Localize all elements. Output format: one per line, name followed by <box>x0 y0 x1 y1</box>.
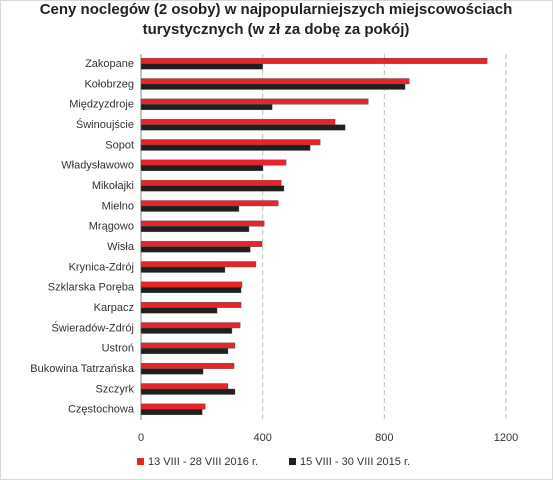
y-tick-label: Ustroń <box>102 343 134 355</box>
bar <box>140 220 265 227</box>
bar <box>140 281 243 288</box>
bar <box>140 104 273 111</box>
chart-title: Ceny noclegów (2 osoby) w najpopularniej… <box>40 1 513 18</box>
x-tick-label: 0 <box>138 432 144 444</box>
y-tick-label: Kołobrzeg <box>84 78 134 90</box>
bar <box>140 383 229 390</box>
y-tick-label: Świeradów-Zdrój <box>51 321 134 334</box>
bar <box>140 327 233 334</box>
bar <box>140 307 218 314</box>
bar <box>140 205 240 212</box>
legend-swatch <box>289 458 296 465</box>
bar <box>140 98 369 105</box>
y-tick-label: Mrągowo <box>89 221 134 233</box>
y-tick-label: Mielno <box>102 200 134 212</box>
y-tick-label: Wisła <box>107 241 135 253</box>
bar <box>140 118 336 125</box>
bar <box>140 403 206 410</box>
y-tick-label: Międzyzdroje <box>69 99 134 111</box>
bar <box>140 159 287 166</box>
y-tick-label: Szczyrk <box>96 383 135 395</box>
bar <box>140 179 282 186</box>
y-tick-label: Szklarska Poręba <box>48 282 135 294</box>
bar <box>140 388 236 395</box>
y-tick-label: Zakopane <box>85 58 134 70</box>
y-tick-label: Krynica-Zdrój <box>69 261 134 273</box>
bar <box>140 246 251 253</box>
bar <box>140 240 263 247</box>
legend-label: 15 VIII - 30 VIII 2015 r. <box>300 456 410 468</box>
x-tick-label: 800 <box>375 432 393 444</box>
bar <box>140 348 229 355</box>
bar <box>140 139 321 146</box>
bar <box>140 78 410 85</box>
bar <box>140 409 203 416</box>
legend-label: 13 VIII - 28 VIII 2016 r. <box>148 456 258 468</box>
legend-swatch <box>137 458 144 465</box>
y-tick-label: Władysławowo <box>61 160 134 172</box>
x-tick-label: 400 <box>253 432 271 444</box>
bar <box>140 144 311 151</box>
bar <box>140 266 226 273</box>
bar <box>140 165 264 172</box>
bar <box>140 200 279 207</box>
bar <box>140 301 242 308</box>
y-tick-label: Sopot <box>105 139 134 151</box>
bar <box>140 362 235 369</box>
bar <box>140 226 250 233</box>
bar <box>140 287 242 294</box>
bar <box>140 322 241 329</box>
y-tick-label: Karpacz <box>94 302 134 314</box>
x-tick-label: 1200 <box>494 432 518 444</box>
bar <box>140 63 263 70</box>
y-tick-label: Bukowina Tatrzańska <box>30 363 135 375</box>
bar <box>140 57 488 64</box>
y-tick-label: Mikołajki <box>92 180 134 192</box>
bar <box>140 185 285 192</box>
y-tick-label: Częstochowa <box>68 404 135 416</box>
chart-title: turystycznych (w zł za dobę za pokój) <box>143 21 410 38</box>
bar <box>140 368 204 375</box>
bar <box>140 83 406 90</box>
bar <box>140 261 257 268</box>
bar <box>140 342 236 349</box>
y-tick-label: Świnoujście <box>76 118 134 131</box>
bar <box>140 124 346 131</box>
